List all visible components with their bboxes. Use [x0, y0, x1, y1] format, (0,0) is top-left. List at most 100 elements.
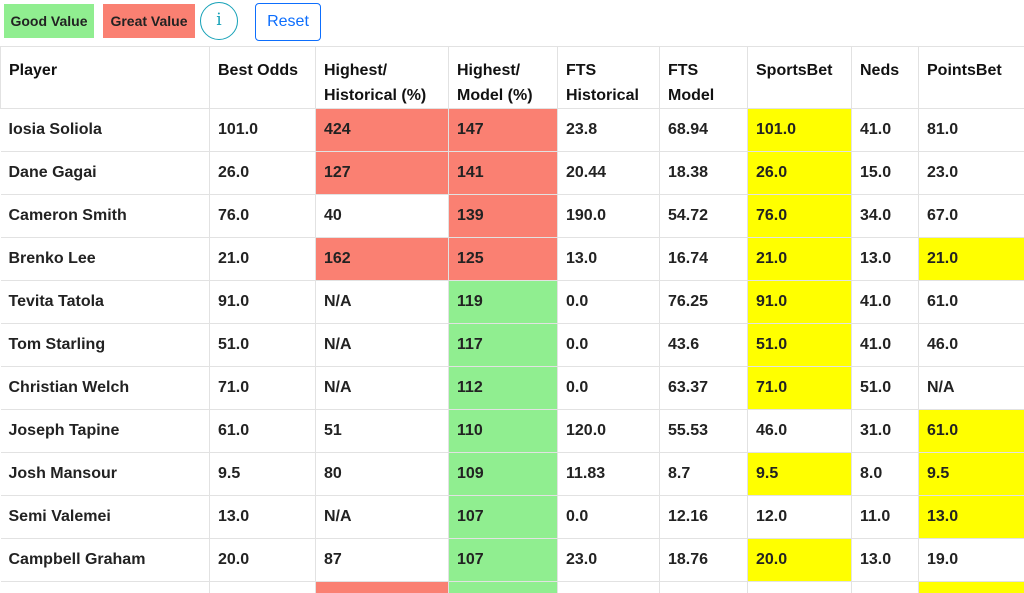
cell-player: Tevita Tatola — [0, 280, 210, 324]
header-pointsbet[interactable]: PointsBet — [918, 46, 1024, 109]
cell-sportsbet: 71.0 — [747, 366, 852, 410]
cell-highest-historical: 127 — [315, 151, 449, 195]
header-fts-historical[interactable]: FTS Historical — [557, 46, 660, 109]
table-cell — [315, 581, 449, 593]
table-cell — [851, 581, 919, 593]
table-row[interactable]: Dane Gagai 26.0 127 141 20.44 18.38 26.0 15.0 23… — [0, 151, 1024, 195]
cell-pointsbet: 21.0 — [918, 237, 1024, 281]
cell-neds: 34.0 — [851, 194, 919, 238]
cell-fts-model: 12.16 — [659, 495, 748, 539]
cell-best-odds: 91.0 — [209, 280, 316, 324]
cell-best-odds: 101.0 — [209, 108, 316, 152]
table-row[interactable]: Iosia Soliola 101.0 424 147 23.8 68.94 101.0 41… — [0, 108, 1024, 152]
header-fts-model-label-1: FTS — [668, 62, 699, 79]
cell-highest-historical: 40 — [315, 194, 449, 238]
cell-player: Tom Starling — [0, 323, 210, 367]
header-player[interactable]: Player — [0, 46, 210, 109]
table-row[interactable]: Christian Welch 71.0 N/A 112 0.0 63.37 71.0 51.… — [0, 366, 1024, 410]
header-highest-historical-label-1: Highest/ — [324, 62, 388, 79]
cell-highest-historical: 51 — [315, 409, 449, 453]
cell-best-odds: 51.0 — [209, 323, 316, 367]
cell-highest-model: 112 — [448, 366, 558, 410]
header-highest-historical[interactable]: Highest/Historical (%) — [315, 46, 449, 109]
cell-player: Brenko Lee — [0, 237, 210, 281]
header-row: Player Best Odds Highest/Historical (%) … — [0, 46, 1024, 109]
cell-pointsbet: 67.0 — [918, 194, 1024, 238]
cell-fts-model: 54.72 — [659, 194, 748, 238]
cell-player: Joseph Tapine — [0, 409, 210, 453]
cell-sportsbet: 91.0 — [747, 280, 852, 324]
great-value-legend: Great Value — [103, 4, 195, 38]
cell-best-odds: 20.0 — [209, 538, 316, 582]
cell-fts-model: 68.94 — [659, 108, 748, 152]
table-cell — [659, 581, 748, 593]
header-best-odds-label: Best Odds — [218, 62, 299, 79]
table-row[interactable] — [0, 581, 1024, 593]
cell-fts-model: 18.38 — [659, 151, 748, 195]
cell-sportsbet: 26.0 — [747, 151, 852, 195]
header-sportsbet-label: SportsBet — [756, 62, 833, 79]
header-fts-model-label-2: Model — [668, 87, 715, 104]
cell-neds: 8.0 — [851, 452, 919, 496]
table-row[interactable]: Semi Valemei 13.0 N/A 107 0.0 12.16 12.0 11.0 13… — [0, 495, 1024, 539]
cell-fts-model: 8.7 — [659, 452, 748, 496]
cell-fts-model: 16.74 — [659, 237, 748, 281]
cell-fts-historical: 11.83 — [557, 452, 660, 496]
cell-player: Cameron Smith — [0, 194, 210, 238]
header-highest-model[interactable]: Highest/Model (%) — [448, 46, 558, 109]
cell-pointsbet: 81.0 — [918, 108, 1024, 152]
table-cell — [448, 581, 558, 593]
cell-pointsbet: 13.0 — [918, 495, 1024, 539]
table-row[interactable]: Tevita Tatola 91.0 N/A 119 0.0 76.25 91.0 41.0 6… — [0, 280, 1024, 324]
header-neds[interactable]: Neds — [851, 46, 919, 109]
cell-best-odds: 61.0 — [209, 409, 316, 453]
cell-fts-historical: 120.0 — [557, 409, 660, 453]
header-highest-historical-label-2: Historical (%) — [324, 87, 427, 104]
table-row[interactable]: Josh Mansour 9.5 80 109 11.83 8.7 9.5 8.0 9.5 — [0, 452, 1024, 496]
header-best-odds[interactable]: Best Odds — [209, 46, 316, 109]
info-button[interactable]: i — [200, 2, 238, 40]
cell-neds: 31.0 — [851, 409, 919, 453]
header-fts-model[interactable]: FTS Model — [659, 46, 748, 109]
cell-neds: 11.0 — [851, 495, 919, 539]
cell-fts-model: 63.37 — [659, 366, 748, 410]
cell-highest-historical: N/A — [315, 366, 449, 410]
cell-highest-model: 139 — [448, 194, 558, 238]
table-row[interactable]: Tom Starling 51.0 N/A 117 0.0 43.6 51.0 41.0 46.… — [0, 323, 1024, 367]
header-neds-label: Neds — [860, 62, 900, 79]
cell-pointsbet: N/A — [918, 366, 1024, 410]
table-row[interactable]: Brenko Lee 21.0 162 125 13.0 16.74 21.0 13.0 21.… — [0, 237, 1024, 281]
odds-table-container: Player Best Odds Highest/Historical (%) … — [0, 46, 1024, 593]
table-cell — [918, 581, 1024, 593]
table-row[interactable]: Joseph Tapine 61.0 51 110 120.0 55.53 46.0 31.0… — [0, 409, 1024, 453]
cell-fts-historical: 0.0 — [557, 495, 660, 539]
cell-sportsbet: 76.0 — [747, 194, 852, 238]
cell-highest-model: 110 — [448, 409, 558, 453]
odds-table: Player Best Odds Highest/Historical (%) … — [0, 46, 1024, 593]
cell-highest-model: 119 — [448, 280, 558, 324]
header-pointsbet-label: PointsBet — [927, 62, 1002, 79]
cell-neds: 13.0 — [851, 538, 919, 582]
table-row[interactable]: Campbell Graham 20.0 87 107 23.0 18.76 20.0 13.… — [0, 538, 1024, 582]
cell-fts-model: 55.53 — [659, 409, 748, 453]
cell-sportsbet: 12.0 — [747, 495, 852, 539]
cell-highest-model: 107 — [448, 495, 558, 539]
cell-highest-model: 109 — [448, 452, 558, 496]
cell-highest-historical: N/A — [315, 323, 449, 367]
cell-fts-model: 43.6 — [659, 323, 748, 367]
cell-highest-model: 141 — [448, 151, 558, 195]
cell-best-odds: 13.0 — [209, 495, 316, 539]
cell-highest-model: 107 — [448, 538, 558, 582]
cell-fts-historical: 20.44 — [557, 151, 660, 195]
cell-neds: 51.0 — [851, 366, 919, 410]
cell-fts-historical: 23.8 — [557, 108, 660, 152]
header-sportsbet[interactable]: SportsBet — [747, 46, 852, 109]
table-row[interactable]: Cameron Smith 76.0 40 139 190.0 54.72 76.0 34.0… — [0, 194, 1024, 238]
cell-sportsbet: 51.0 — [747, 323, 852, 367]
cell-player: Iosia Soliola — [0, 108, 210, 152]
cell-best-odds: 26.0 — [209, 151, 316, 195]
reset-button[interactable]: Reset — [255, 3, 321, 41]
cell-sportsbet: 9.5 — [747, 452, 852, 496]
cell-fts-model: 18.76 — [659, 538, 748, 582]
cell-neds: 41.0 — [851, 108, 919, 152]
